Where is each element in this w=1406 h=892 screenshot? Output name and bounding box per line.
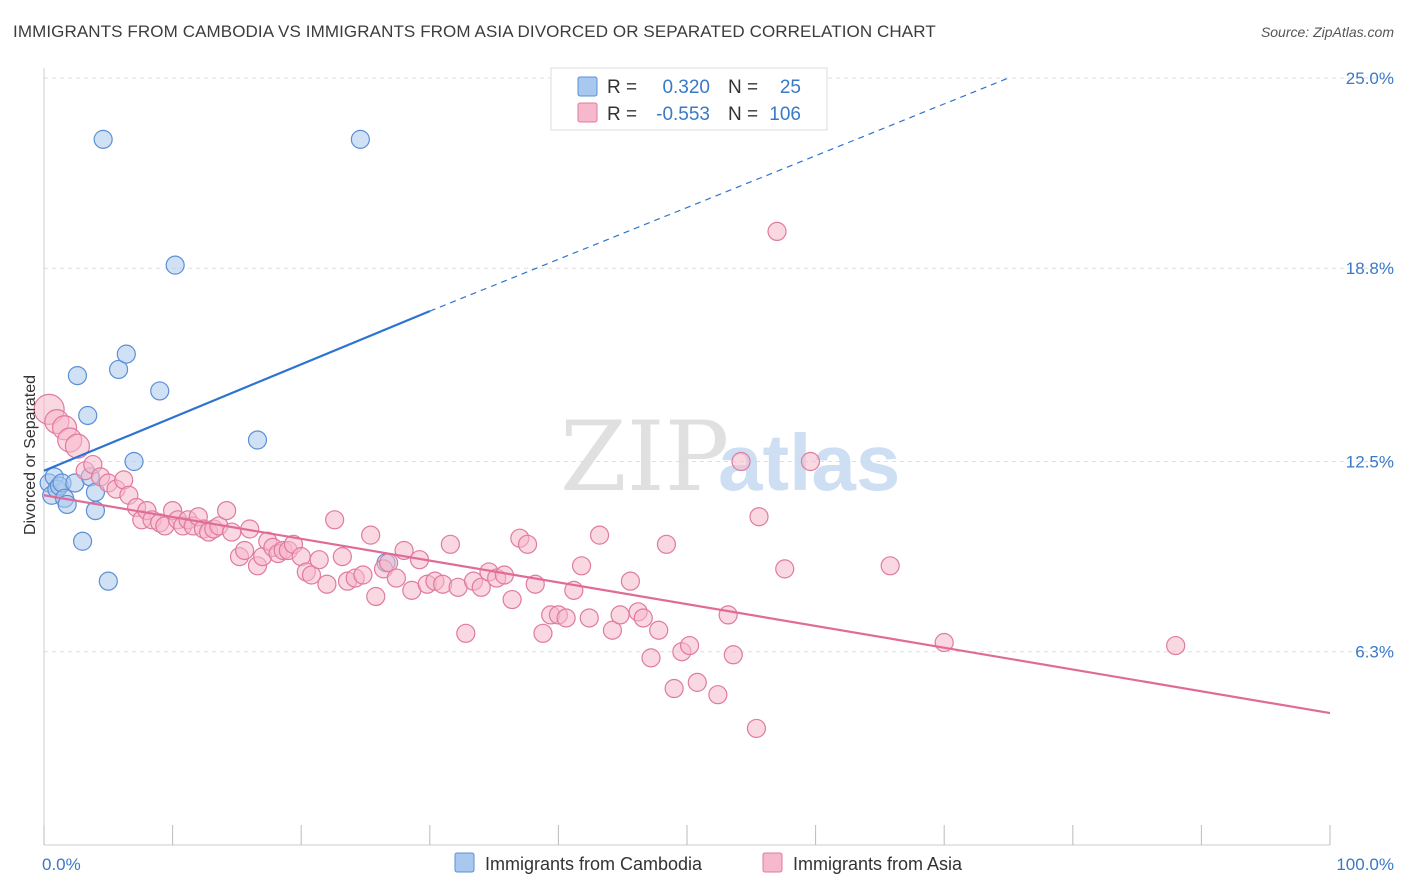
legend-r-label-cambodia: R = xyxy=(607,77,637,98)
y-tick-label-1: 12.5% xyxy=(1346,453,1394,472)
point-s1-94 xyxy=(708,685,728,705)
point-s1-93 xyxy=(687,672,707,692)
watermark-zip: ZIP xyxy=(560,401,729,513)
grid-lines xyxy=(44,77,1394,653)
point-s1-50 xyxy=(353,565,373,585)
point-s1-83 xyxy=(610,605,630,625)
y-tick-label-3: 25.0% xyxy=(1346,69,1394,88)
point-s1-84 xyxy=(620,571,641,591)
point-s1-95 xyxy=(718,605,738,625)
point-s0-9 xyxy=(67,365,88,386)
point-s1-52 xyxy=(366,586,386,607)
point-s1-31 xyxy=(235,540,255,561)
point-s1-77 xyxy=(556,608,576,628)
stats-legend: R = 0.320 N = 25 R = -0.553 N = 106 xyxy=(550,67,828,131)
tick-labels: 6.3% 12.5% 18.8% 25.0% 0.0% 100.0% xyxy=(42,69,1394,874)
point-s0-18 xyxy=(124,451,144,472)
point-s0-20 xyxy=(165,255,185,275)
point-s1-98 xyxy=(731,451,751,472)
bottom-legend-swatch-asia xyxy=(762,852,783,873)
point-s1-72 xyxy=(517,534,538,554)
bottom-legend-swatch-cambodia xyxy=(454,852,475,873)
point-s1-86 xyxy=(633,608,653,628)
x-tick-label-0: 0.0% xyxy=(42,855,81,874)
point-s1-100 xyxy=(767,221,787,241)
point-s1-46 xyxy=(325,510,345,530)
point-s1-79 xyxy=(571,556,592,576)
point-s1-28 xyxy=(217,500,237,521)
legend-swatch-cambodia xyxy=(577,76,598,97)
trendline-s1 xyxy=(43,494,1331,715)
point-s1-82 xyxy=(602,620,623,640)
legend-r-label-asia: R = xyxy=(607,104,637,125)
point-s1-55 xyxy=(386,568,406,588)
chart-title: IMMIGRANTS FROM CAMBODIA VS IMMIGRANTS F… xyxy=(13,22,936,41)
point-s1-92 xyxy=(679,635,700,656)
point-s0-17 xyxy=(116,344,136,364)
point-s1-89 xyxy=(656,534,677,554)
point-s1-105 xyxy=(775,559,795,579)
point-s1-101 xyxy=(800,451,821,472)
point-s1-90 xyxy=(664,678,684,699)
legend-r-value-cambodia: 0.320 xyxy=(662,77,710,98)
point-s1-64 xyxy=(456,623,476,643)
point-s0-16 xyxy=(108,359,129,380)
trendline-extension-s0 xyxy=(429,77,1009,312)
legend-n-label-asia: N = xyxy=(728,104,758,125)
point-s0-14 xyxy=(85,500,106,521)
point-s1-88 xyxy=(649,620,669,640)
point-s1-80 xyxy=(579,608,599,628)
point-s0-19 xyxy=(150,381,170,401)
trend-layer xyxy=(43,77,1331,715)
point-s1-104 xyxy=(1166,635,1186,656)
y-tick-label-0: 6.3% xyxy=(1355,643,1394,662)
point-s1-99 xyxy=(749,507,769,527)
point-s1-66 xyxy=(471,577,491,597)
point-s1-97 xyxy=(746,718,767,739)
trendline-s0 xyxy=(43,310,431,472)
point-s1-44 xyxy=(309,550,329,570)
legend-swatch-asia xyxy=(577,102,598,123)
axes xyxy=(43,68,1331,846)
point-s1-4 xyxy=(64,433,91,459)
series-legend: Immigrants from Cambodia Immigrants from… xyxy=(454,852,963,874)
legend-r-value-asia: -0.553 xyxy=(656,104,710,125)
bottom-legend-label-asia: Immigrants from Asia xyxy=(793,854,963,874)
point-s1-43 xyxy=(301,565,322,585)
point-s0-15 xyxy=(98,571,118,591)
point-s0-22 xyxy=(93,129,113,149)
y-tick-label-2: 18.8% xyxy=(1346,259,1394,278)
point-s1-74 xyxy=(533,623,553,643)
series-layer xyxy=(33,129,1186,739)
point-s1-62 xyxy=(440,534,460,554)
point-s1-70 xyxy=(502,589,522,610)
point-s0-21 xyxy=(247,430,268,450)
point-s1-45 xyxy=(317,574,337,594)
point-s1-47 xyxy=(332,547,352,567)
point-s0-23 xyxy=(350,129,370,149)
point-s1-81 xyxy=(589,525,610,545)
watermark: ZIP atlas xyxy=(560,401,900,513)
legend-n-label-cambodia: N = xyxy=(728,77,758,98)
point-s1-51 xyxy=(361,525,381,545)
point-s0-10 xyxy=(72,531,93,551)
legend-n-value-cambodia: 25 xyxy=(780,77,801,98)
point-s1-102 xyxy=(880,556,900,576)
point-s0-11 xyxy=(78,405,98,426)
point-s1-87 xyxy=(641,648,661,668)
bottom-legend-label-cambodia: Immigrants from Cambodia xyxy=(485,854,703,874)
x-tick-label-1: 100.0% xyxy=(1336,855,1394,874)
y-axis-title: Divorced or Separated xyxy=(22,375,39,535)
series-1-points xyxy=(33,221,1186,739)
point-s1-61 xyxy=(433,574,453,594)
source-label: Source: ZipAtlas.com xyxy=(1260,24,1394,40)
point-s1-96 xyxy=(723,645,743,665)
legend-n-value-asia: 106 xyxy=(769,104,801,125)
